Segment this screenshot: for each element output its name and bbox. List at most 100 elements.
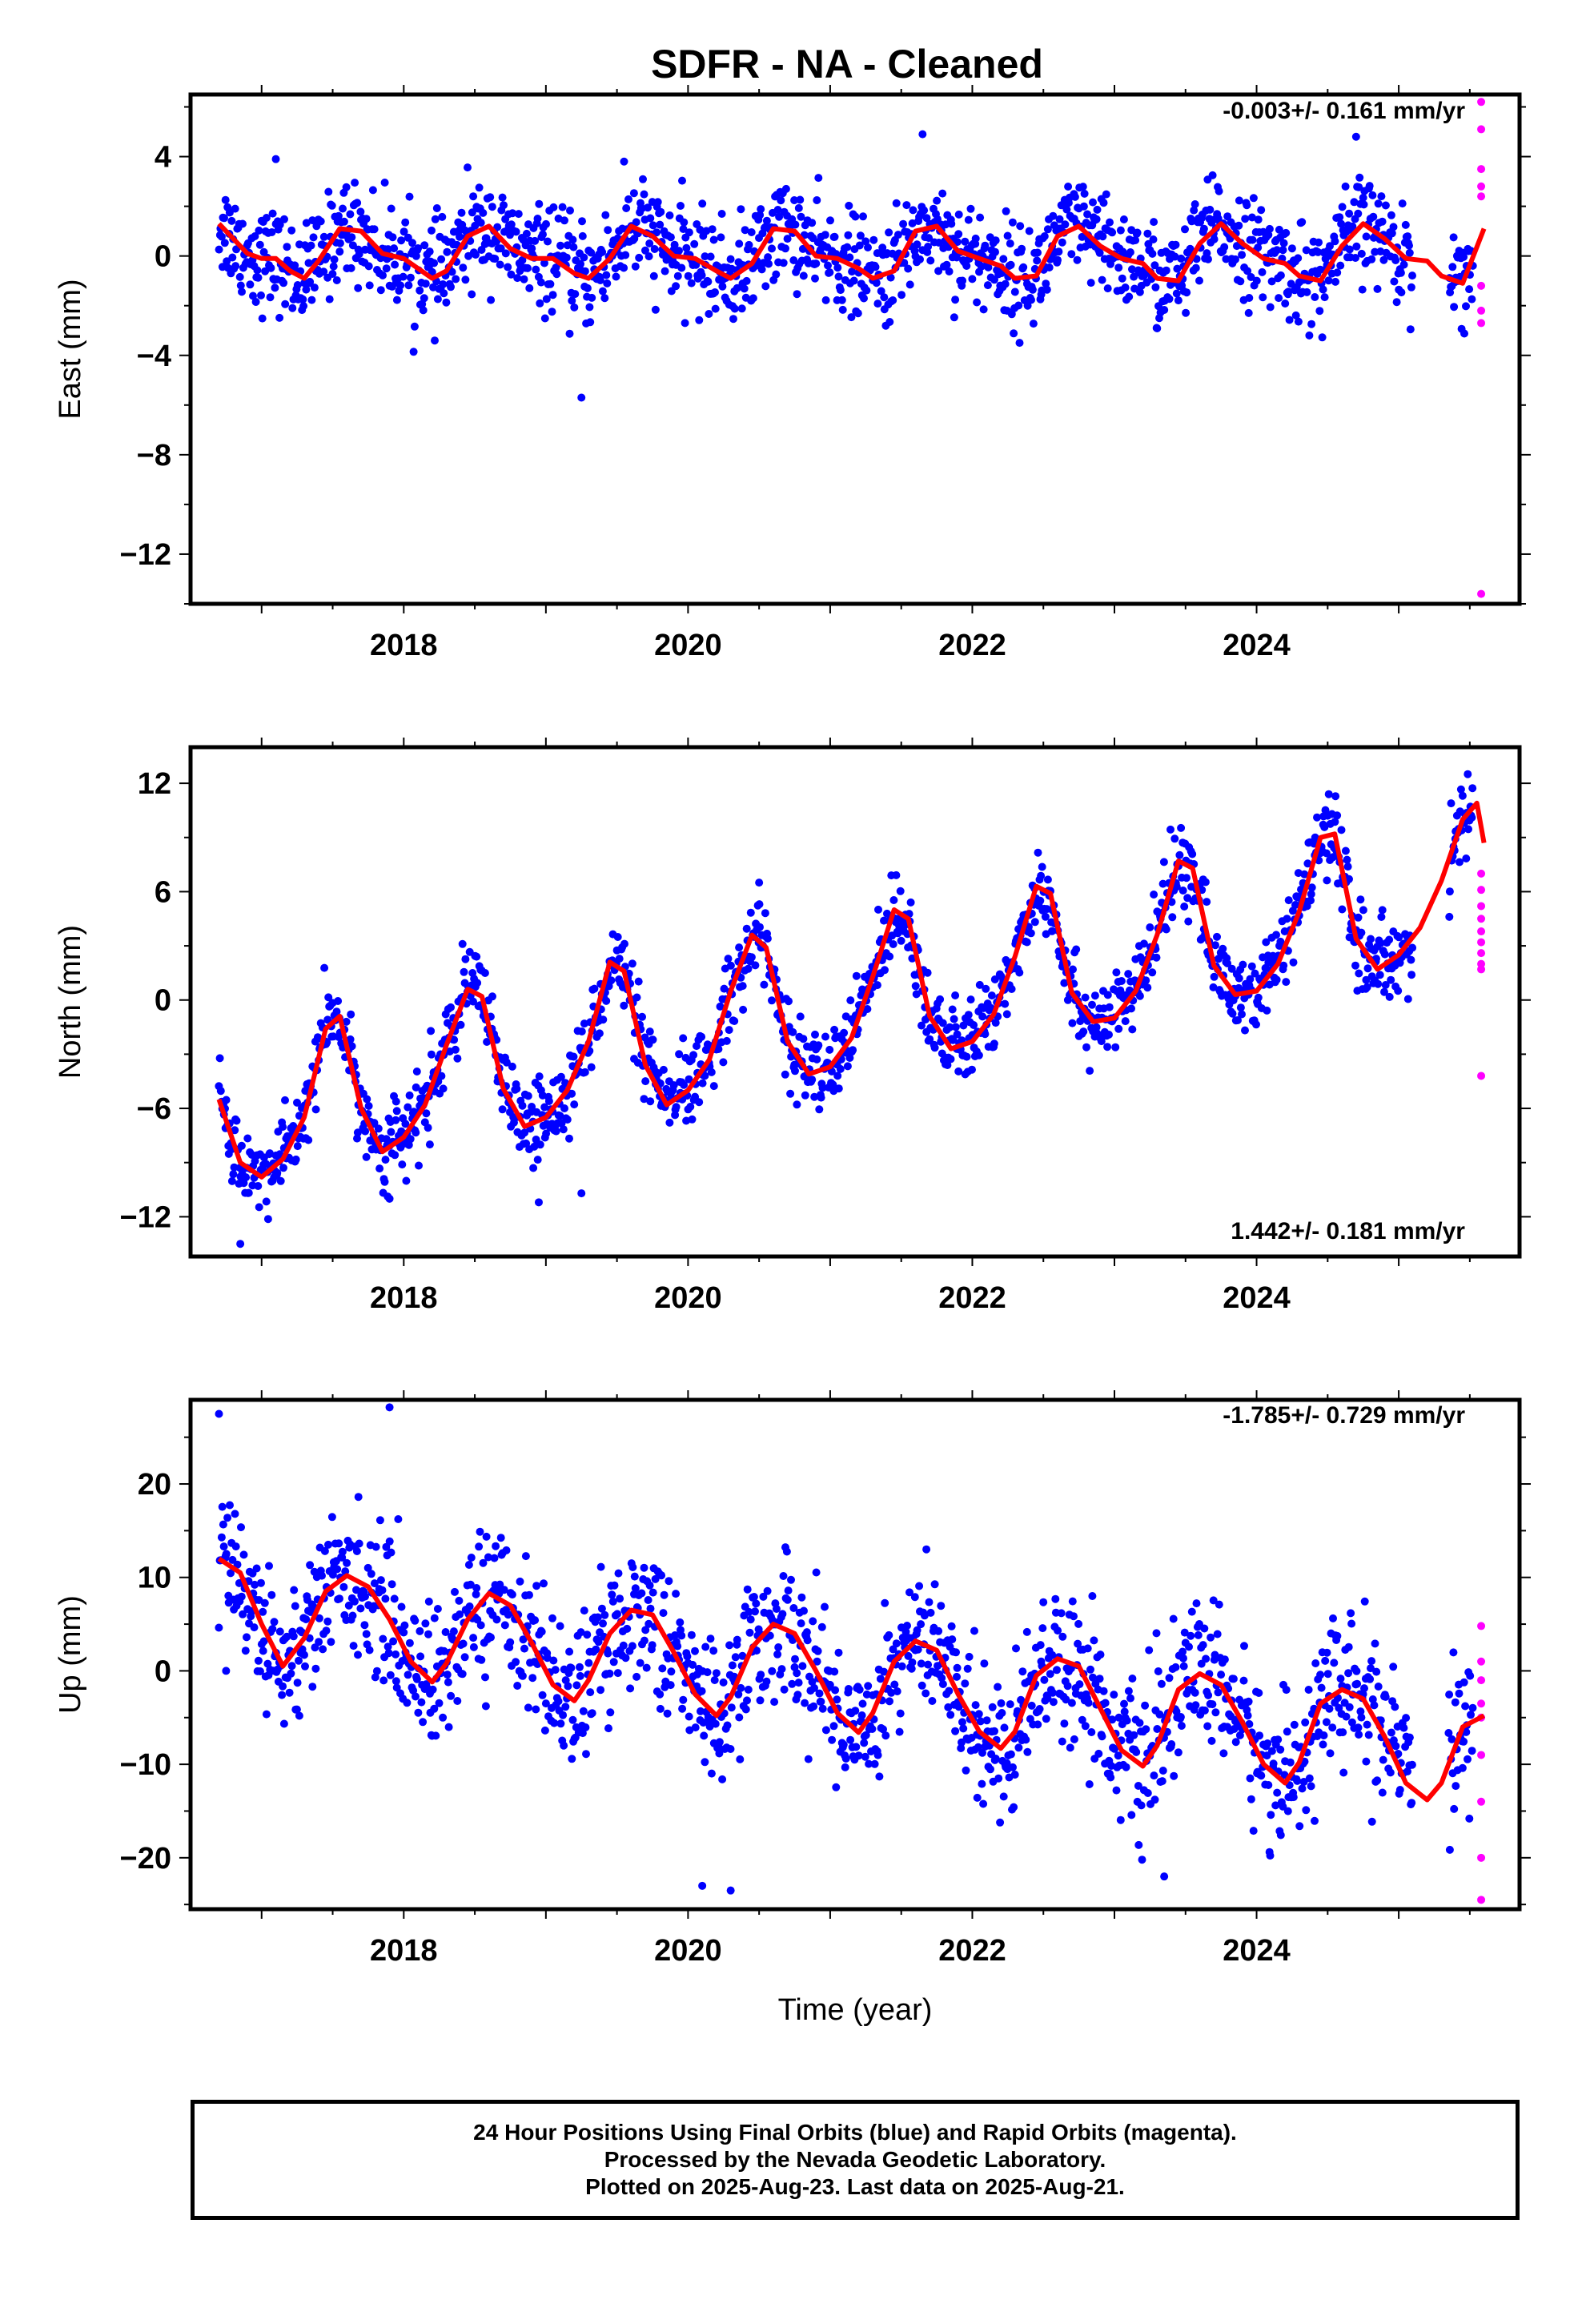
final-orbit-point bbox=[1043, 1694, 1052, 1703]
final-orbit-point bbox=[1255, 1731, 1264, 1740]
final-orbit-point bbox=[1323, 1648, 1331, 1657]
final-orbit-point bbox=[275, 220, 284, 229]
final-orbit-point bbox=[624, 195, 632, 203]
final-orbit-point bbox=[1134, 1840, 1143, 1849]
final-orbit-point bbox=[658, 1664, 667, 1673]
final-orbit-point bbox=[1088, 1000, 1096, 1009]
final-orbit-point bbox=[1141, 1701, 1150, 1710]
final-orbit-point bbox=[460, 967, 468, 976]
final-orbit-point bbox=[391, 1677, 400, 1686]
final-orbit-point bbox=[1158, 879, 1167, 888]
final-orbit-point bbox=[1378, 1788, 1387, 1797]
final-orbit-point bbox=[487, 1633, 495, 1642]
final-orbit-point bbox=[479, 1558, 488, 1567]
final-orbit-point bbox=[1111, 1043, 1120, 1051]
final-orbit-point bbox=[1272, 975, 1281, 984]
final-orbit-point bbox=[821, 231, 829, 239]
final-orbit-point bbox=[689, 1660, 697, 1669]
final-orbit-point bbox=[335, 1539, 343, 1548]
final-orbit-point bbox=[227, 216, 236, 225]
final-orbit-point bbox=[735, 1713, 744, 1722]
final-orbit-point bbox=[873, 981, 881, 990]
final-orbit-point bbox=[1174, 1748, 1182, 1757]
final-orbit-point bbox=[1341, 846, 1350, 855]
figure-title: SDFR - NA - Cleaned bbox=[651, 42, 1043, 86]
final-orbit-point bbox=[1150, 218, 1158, 227]
final-orbit-point bbox=[498, 193, 507, 202]
final-orbit-point bbox=[999, 255, 1008, 263]
final-orbit-point bbox=[1373, 284, 1382, 293]
final-orbit-point bbox=[1405, 1733, 1414, 1742]
final-orbit-point bbox=[1355, 969, 1363, 978]
final-orbit-point bbox=[1054, 255, 1062, 264]
final-orbit-point bbox=[685, 1712, 693, 1721]
final-orbit-point bbox=[1266, 303, 1275, 312]
final-orbit-point bbox=[678, 176, 686, 185]
final-orbit-point bbox=[401, 218, 410, 227]
final-orbit-point bbox=[620, 157, 628, 166]
final-orbit-point bbox=[915, 1582, 924, 1590]
final-orbit-point bbox=[1204, 255, 1212, 263]
final-orbit-point bbox=[1333, 268, 1342, 277]
final-orbit-point bbox=[902, 201, 911, 210]
final-orbit-point bbox=[537, 1627, 546, 1636]
final-orbit-point bbox=[1236, 1003, 1245, 1012]
final-orbit-point bbox=[536, 299, 544, 308]
final-orbit-point bbox=[707, 1068, 716, 1076]
final-orbit-point bbox=[1172, 1707, 1181, 1716]
x-tick-label: 2024 bbox=[1223, 1934, 1291, 1968]
final-orbit-point bbox=[437, 1072, 446, 1080]
final-orbit-point bbox=[307, 241, 315, 250]
final-orbit-point bbox=[1153, 324, 1162, 332]
final-orbit-point bbox=[942, 260, 951, 269]
final-orbit-point bbox=[319, 1645, 327, 1654]
final-orbit-point bbox=[775, 212, 784, 221]
final-orbit-point bbox=[757, 205, 765, 214]
final-orbit-point bbox=[536, 1140, 544, 1149]
final-orbit-point bbox=[1176, 1713, 1185, 1721]
final-orbit-point bbox=[825, 1680, 834, 1689]
final-orbit-point bbox=[459, 263, 468, 272]
final-orbit-point bbox=[628, 1563, 637, 1571]
final-orbit-point bbox=[669, 1081, 678, 1090]
final-orbit-point bbox=[651, 305, 660, 314]
final-orbit-point bbox=[491, 255, 500, 263]
final-orbit-point bbox=[576, 1663, 584, 1671]
final-orbit-point bbox=[389, 1637, 398, 1646]
plot-frame bbox=[188, 745, 1522, 1259]
final-orbit-point bbox=[259, 1607, 267, 1616]
final-orbit-point bbox=[570, 1100, 579, 1109]
final-orbit-point bbox=[938, 1680, 947, 1688]
final-orbit-point bbox=[1178, 887, 1187, 895]
final-orbit-point bbox=[1330, 1659, 1339, 1667]
final-orbit-point bbox=[1203, 898, 1211, 907]
final-orbit-point bbox=[456, 1610, 464, 1618]
final-orbit-point bbox=[926, 1035, 934, 1043]
final-orbit-point bbox=[917, 1681, 926, 1690]
final-orbit-point bbox=[1350, 198, 1359, 207]
final-orbit-point bbox=[783, 235, 792, 243]
final-orbit-point bbox=[541, 1699, 550, 1708]
final-orbit-point bbox=[1389, 223, 1398, 231]
final-orbit-point bbox=[875, 1772, 884, 1781]
final-orbit-point bbox=[656, 207, 665, 216]
final-orbit-point bbox=[588, 293, 596, 302]
final-orbit-point bbox=[513, 274, 522, 283]
final-orbit-point bbox=[991, 1019, 1000, 1027]
final-orbit-point bbox=[1377, 913, 1386, 921]
final-orbit-point bbox=[951, 296, 960, 304]
final-orbit-point bbox=[420, 241, 429, 250]
final-orbit-point bbox=[1186, 1631, 1195, 1640]
final-orbit-point bbox=[1162, 266, 1170, 275]
final-orbit-point bbox=[988, 1703, 997, 1711]
final-orbit-point bbox=[351, 179, 359, 187]
final-orbit-point bbox=[381, 1594, 390, 1603]
final-orbit-point bbox=[254, 273, 263, 282]
final-orbit-point bbox=[430, 259, 439, 267]
final-orbit-point bbox=[846, 996, 855, 1005]
final-orbit-point bbox=[461, 955, 470, 963]
rapid-orbit-point bbox=[1477, 949, 1486, 958]
final-orbit-point bbox=[1235, 221, 1243, 230]
final-orbit-point bbox=[1245, 1719, 1254, 1728]
